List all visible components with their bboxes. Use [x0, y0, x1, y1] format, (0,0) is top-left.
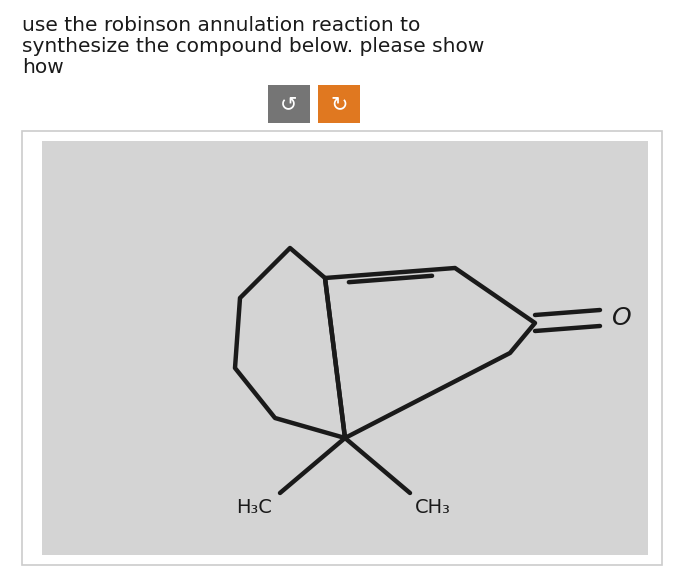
Text: how: how	[22, 58, 64, 77]
Text: use the robinson annulation reaction to: use the robinson annulation reaction to	[22, 16, 421, 35]
Text: synthesize the compound below. please show: synthesize the compound below. please sh…	[22, 37, 484, 56]
Bar	[42, 141, 648, 555]
Bar	[318, 85, 360, 123]
Text: CH₃: CH₃	[415, 498, 451, 517]
Bar	[22, 131, 662, 565]
Text: O: O	[612, 306, 631, 330]
Text: ↺: ↺	[280, 94, 298, 114]
Bar	[268, 85, 310, 123]
Text: H₃C: H₃C	[236, 498, 272, 517]
Text: ↻: ↻	[330, 94, 347, 114]
